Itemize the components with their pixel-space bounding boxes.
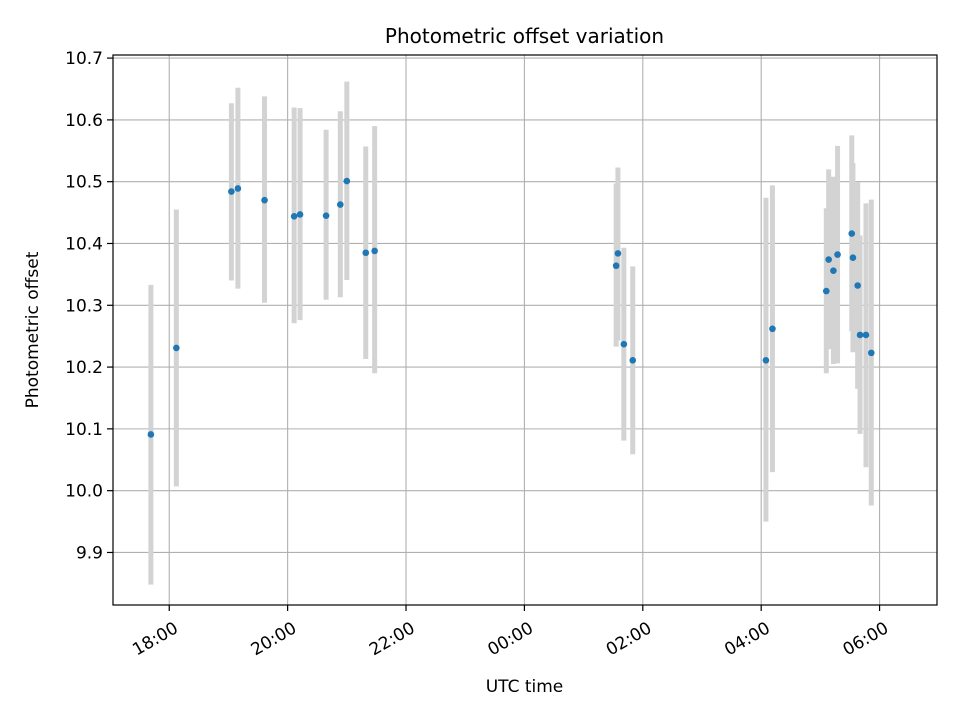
data-point bbox=[337, 201, 344, 208]
y-tick-label: 10.3 bbox=[65, 296, 103, 316]
x-tick-label: 02:00 bbox=[603, 618, 655, 660]
data-point bbox=[173, 344, 180, 352]
y-tick-label: 10.1 bbox=[65, 420, 103, 440]
error-bars bbox=[148, 81, 874, 585]
y-tick-label: 10.6 bbox=[65, 111, 103, 131]
data-point bbox=[862, 331, 870, 339]
grid bbox=[113, 55, 937, 605]
data-point bbox=[629, 356, 637, 364]
data-point bbox=[849, 254, 857, 261]
data-point bbox=[834, 251, 841, 258]
data-point bbox=[825, 256, 832, 263]
data-point bbox=[147, 431, 155, 438]
y-tick-label: 10.4 bbox=[65, 234, 103, 254]
y-tick-label: 10.0 bbox=[65, 482, 103, 502]
data-point bbox=[234, 185, 242, 192]
y-tick-label: 10.5 bbox=[65, 173, 103, 193]
x-tick-label: 20:00 bbox=[248, 618, 300, 660]
data-point bbox=[848, 230, 856, 237]
data-point bbox=[769, 325, 776, 333]
data-point bbox=[620, 340, 628, 348]
data-point bbox=[856, 331, 864, 339]
data-point bbox=[762, 356, 770, 364]
data-point bbox=[867, 349, 875, 357]
y-tick-label: 9.9 bbox=[76, 543, 103, 563]
data-point bbox=[322, 212, 330, 219]
data-point bbox=[290, 212, 298, 220]
x-axis: 18:00 20:00 22:00 00:00 02:00 04:00 06:00 bbox=[129, 605, 892, 660]
data-points bbox=[147, 177, 875, 438]
data-point bbox=[371, 247, 378, 255]
y-tick-label: 10.7 bbox=[65, 49, 103, 69]
x-tick-label: 18:00 bbox=[129, 618, 181, 660]
data-point bbox=[614, 250, 622, 257]
x-axis-label: UTC time bbox=[486, 677, 564, 697]
data-point bbox=[612, 262, 620, 270]
data-point bbox=[362, 249, 370, 257]
data-point bbox=[296, 211, 304, 218]
chart-title: Photometric offset variation bbox=[385, 24, 664, 48]
y-tick-label: 10.2 bbox=[65, 358, 103, 378]
data-point bbox=[228, 188, 235, 195]
x-tick-label: 22:00 bbox=[366, 618, 418, 660]
data-point bbox=[823, 287, 830, 295]
x-tick-label: 06:00 bbox=[840, 618, 892, 660]
y-axis: 9.9 10.0 10.1 10.2 10.3 10.4 10.5 10.6 10.7 bbox=[65, 49, 113, 563]
data-point bbox=[343, 177, 351, 185]
x-tick-label: 04:00 bbox=[721, 618, 773, 660]
x-tick-label: 00:00 bbox=[484, 618, 536, 660]
data-point bbox=[830, 267, 837, 274]
data-point bbox=[854, 282, 861, 289]
data-point bbox=[261, 196, 268, 204]
y-axis-label: Photometric offset bbox=[23, 251, 43, 408]
